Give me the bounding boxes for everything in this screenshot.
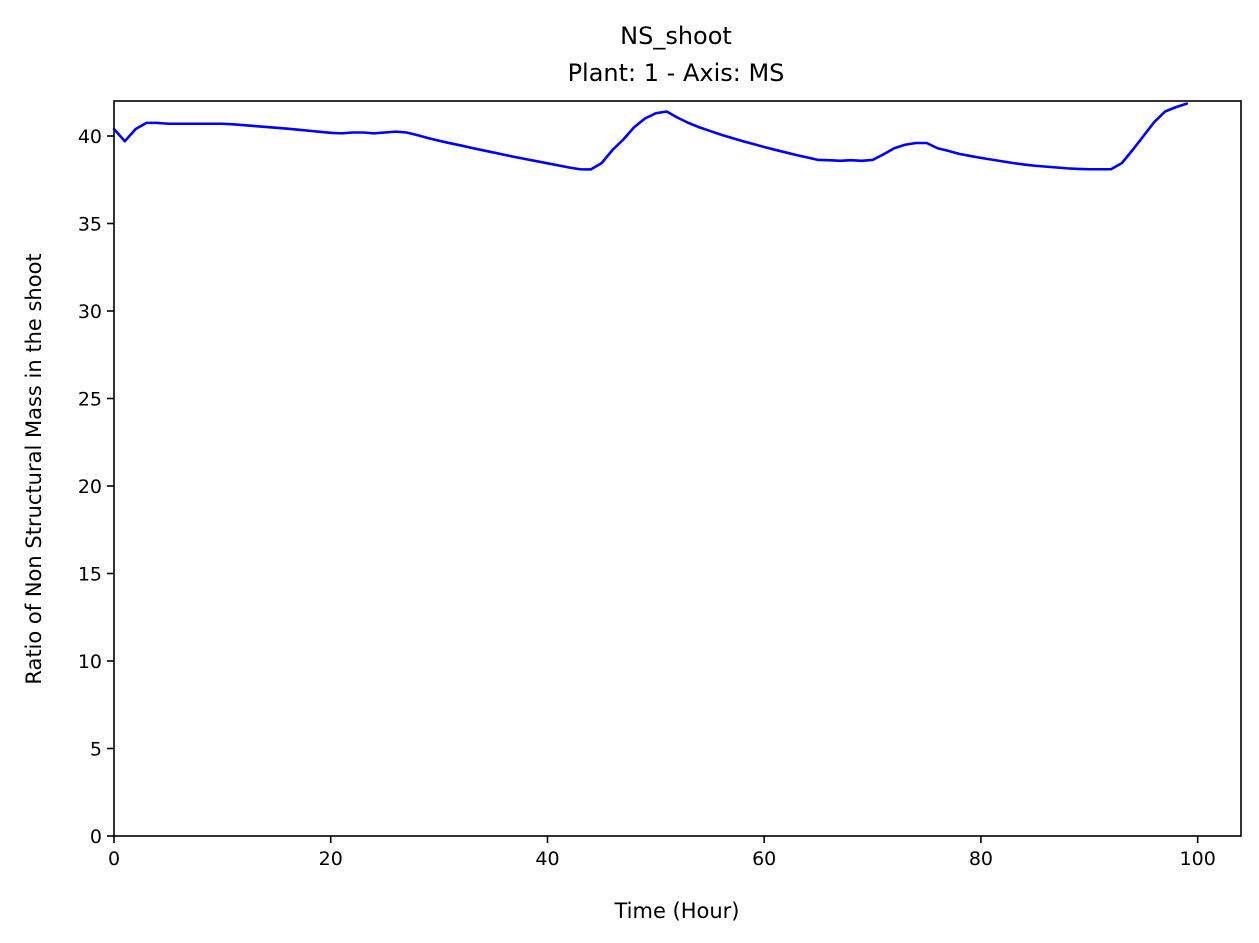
y-tick-label: 30 [78,301,102,323]
plot-series [112,102,1189,171]
x-tick-label: 20 [319,848,343,870]
x-tick-label: 80 [969,848,993,870]
y-tick-label: 40 [78,126,102,148]
x-tick-label: 40 [535,848,559,870]
x-tick-label: 100 [1180,848,1216,870]
y-tick-label: 5 [90,739,102,761]
x-tick-label: 0 [108,848,120,870]
y-tick-label: 35 [78,214,102,236]
x-axis-label: Time (Hour) [613,899,739,923]
x-axis-ticks: 0 20 40 60 80 100 [108,836,1216,870]
y-axis-label: Ratio of Non Structural Mass in the shoo… [22,253,46,684]
y-axis-ticks: 0 5 10 15 20 25 30 35 40 [78,126,114,848]
y-tick-label: 25 [78,389,102,411]
chart-title: NS_shoot [620,22,732,50]
x-tick-label: 60 [752,848,776,870]
chart-subtitle: Plant: 1 - Axis: MS [568,59,785,87]
plot-frame [113,100,1242,837]
y-tick-label: 0 [90,826,102,848]
series-line [112,102,1189,171]
y-tick-label: 15 [78,564,102,586]
y-tick-label: 20 [78,476,102,498]
y-tick-label: 10 [78,651,102,673]
